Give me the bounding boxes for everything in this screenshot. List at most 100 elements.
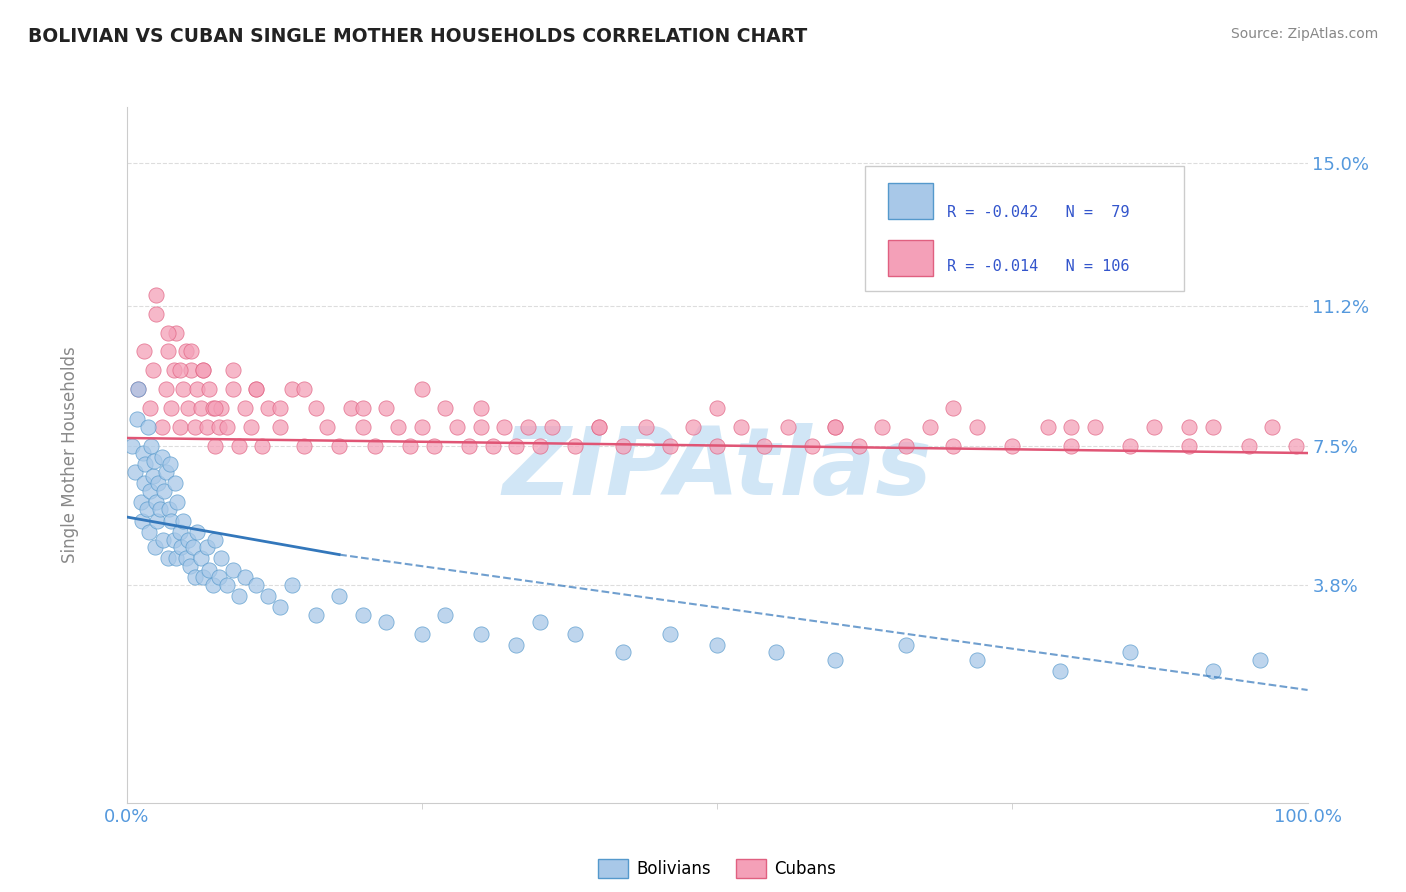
Point: [239, 419, 262, 434]
Point: [127, 382, 149, 396]
Point: [156, 344, 179, 359]
Point: [181, 540, 204, 554]
Point: [706, 401, 728, 415]
Point: [340, 401, 363, 415]
Point: [129, 495, 152, 509]
Point: [894, 438, 917, 452]
Point: [1119, 645, 1142, 659]
Point: [156, 326, 179, 340]
Point: [352, 419, 374, 434]
Point: [145, 307, 167, 321]
Point: [132, 446, 155, 460]
Point: [517, 419, 540, 434]
Y-axis label: Single Mother Households: Single Mother Households: [62, 347, 79, 563]
Point: [434, 607, 457, 622]
Point: [141, 363, 163, 377]
Point: [375, 401, 398, 415]
Point: [146, 514, 169, 528]
Point: [208, 419, 231, 434]
Point: [156, 551, 179, 566]
Point: [966, 653, 988, 667]
Point: [228, 438, 250, 452]
Point: [682, 419, 704, 434]
Point: [245, 382, 267, 396]
Point: [165, 551, 187, 566]
Point: [470, 626, 492, 640]
Point: [201, 401, 224, 415]
Point: [1119, 438, 1142, 452]
Point: [170, 540, 193, 554]
Point: [193, 363, 215, 377]
Point: [942, 401, 965, 415]
Point: [505, 638, 527, 652]
Point: [1237, 438, 1260, 452]
Point: [180, 363, 202, 377]
Point: [1001, 438, 1024, 452]
Point: [375, 615, 398, 630]
Point: [134, 458, 156, 472]
Point: [281, 382, 304, 396]
Point: [316, 419, 339, 434]
Point: [352, 401, 374, 415]
Point: [1202, 419, 1225, 434]
Point: [458, 438, 481, 452]
Point: [765, 645, 787, 659]
Point: [184, 570, 207, 584]
Point: [730, 419, 752, 434]
Point: [180, 344, 202, 359]
Point: [328, 589, 350, 603]
Point: [352, 607, 374, 622]
Point: [269, 401, 291, 415]
Point: [209, 551, 232, 566]
Point: [143, 540, 166, 554]
Point: [150, 419, 173, 434]
Point: [131, 514, 153, 528]
Point: [138, 524, 160, 539]
Point: [198, 563, 221, 577]
Point: [470, 401, 492, 415]
Point: [588, 419, 610, 434]
Point: [636, 419, 658, 434]
Point: [529, 615, 551, 630]
Point: [184, 419, 207, 434]
Point: [160, 514, 183, 528]
Point: [942, 438, 965, 452]
Point: [222, 382, 245, 396]
Point: [127, 412, 149, 426]
Point: [1143, 419, 1166, 434]
Point: [145, 495, 167, 509]
Point: [160, 401, 183, 415]
FancyBboxPatch shape: [889, 183, 934, 219]
Point: [245, 382, 267, 396]
Text: BOLIVIAN VS CUBAN SINGLE MOTHER HOUSEHOLDS CORRELATION CHART: BOLIVIAN VS CUBAN SINGLE MOTHER HOUSEHOL…: [28, 27, 807, 45]
Point: [245, 577, 267, 591]
Point: [252, 438, 274, 452]
Point: [257, 589, 280, 603]
Point: [612, 645, 634, 659]
Point: [1060, 438, 1083, 452]
Point: [411, 626, 433, 640]
Point: [1036, 419, 1059, 434]
Point: [269, 600, 291, 615]
Point: [141, 438, 163, 452]
Point: [776, 419, 799, 434]
Point: [800, 438, 823, 452]
Point: [292, 382, 315, 396]
Point: [222, 363, 245, 377]
Point: [966, 419, 988, 434]
Point: [658, 626, 681, 640]
Point: [434, 401, 457, 415]
Point: [186, 382, 208, 396]
Point: [446, 419, 468, 434]
Point: [1049, 664, 1071, 678]
Point: [470, 419, 492, 434]
Point: [208, 570, 231, 584]
Legend: Bolivians, Cubans: Bolivians, Cubans: [592, 853, 842, 885]
Point: [564, 438, 586, 452]
Point: [121, 438, 143, 452]
Point: [141, 468, 163, 483]
Point: [1202, 664, 1225, 678]
Point: [159, 458, 181, 472]
FancyBboxPatch shape: [889, 240, 934, 277]
Point: [127, 382, 149, 396]
